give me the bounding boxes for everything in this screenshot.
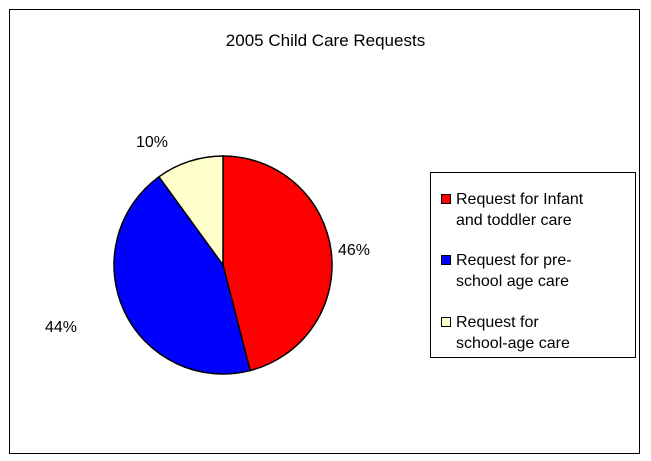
legend-label-preschool: Request for pre- school age care bbox=[456, 252, 572, 290]
legend-swatch-preschool bbox=[441, 255, 451, 265]
legend-label-school-age: Request for school-age care bbox=[456, 314, 570, 352]
pie-slice-infant-toddler bbox=[222, 155, 333, 372]
legend-label-infant-toddler: Request for Infant and toddler care bbox=[456, 191, 584, 229]
pie-slice-preschool bbox=[113, 175, 252, 375]
data-label-preschool: 44% bbox=[45, 319, 77, 336]
chart-area: 2005 Child Care Requests 46% 44% 10% Reque… bbox=[9, 9, 640, 454]
pie-chart: 46% 44% 10% bbox=[45, 134, 370, 375]
pie-slice-school-age bbox=[157, 155, 224, 268]
legend: Request for Infant and toddler care Requ… bbox=[430, 172, 636, 358]
data-label-school-age: 10% bbox=[136, 134, 168, 151]
data-label-infant-toddler: 46% bbox=[338, 242, 370, 259]
chart-title: 2005 Child Care Requests bbox=[225, 31, 426, 50]
legend-swatch-infant-toddler bbox=[441, 194, 451, 204]
legend-swatch-school-age bbox=[441, 317, 451, 327]
